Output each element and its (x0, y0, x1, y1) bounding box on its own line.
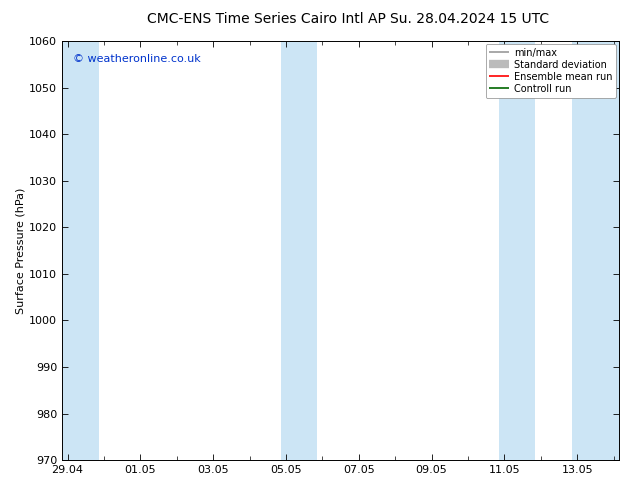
Text: © weatheronline.co.uk: © weatheronline.co.uk (74, 53, 201, 64)
Legend: min/max, Standard deviation, Ensemble mean run, Controll run: min/max, Standard deviation, Ensemble me… (486, 44, 616, 98)
Y-axis label: Surface Pressure (hPa): Surface Pressure (hPa) (15, 187, 25, 314)
Bar (572, 41, 619, 460)
Bar (499, 41, 535, 460)
Bar (62, 41, 98, 460)
Text: Su. 28.04.2024 15 UTC: Su. 28.04.2024 15 UTC (390, 12, 548, 26)
Text: CMC-ENS Time Series Cairo Intl AP: CMC-ENS Time Series Cairo Intl AP (147, 12, 385, 26)
Bar (280, 41, 317, 460)
